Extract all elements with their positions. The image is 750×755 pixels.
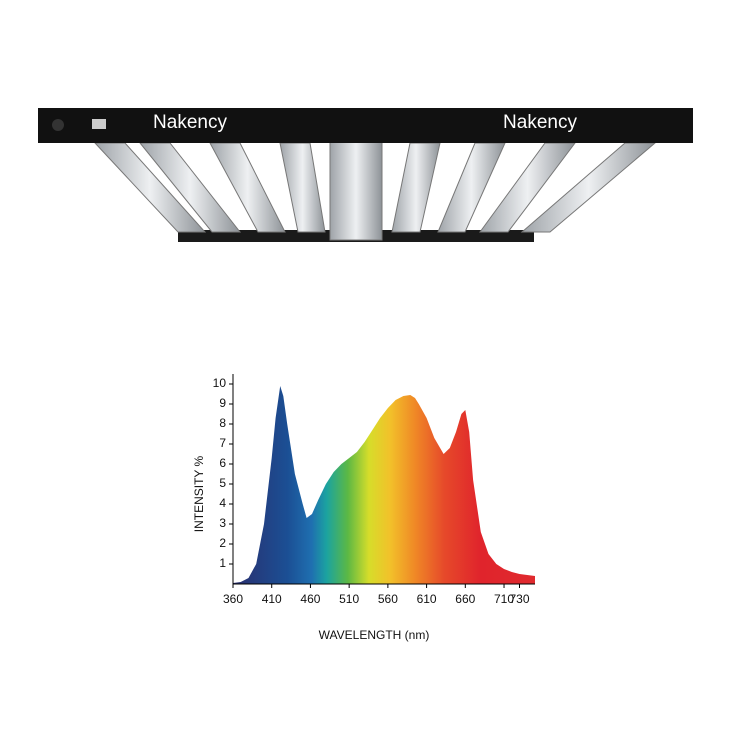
x-tick-label: 560 [378,592,398,606]
y-tick-label: 8 [219,416,226,430]
knob [52,119,64,131]
x-tick-label: 460 [300,592,320,606]
y-tick-label: 7 [219,436,226,450]
x-tick-label: 410 [262,592,282,606]
x-tick-label: 610 [417,592,437,606]
x-tick-label: 660 [455,592,475,606]
y-tick-label: 5 [219,476,226,490]
fixture: Nakency Nakency [38,108,693,242]
x-axis-label: WAVELENGTH (nm) [319,628,430,642]
y-tick-label: 6 [219,456,226,470]
brand-label: Nakency [503,112,577,133]
y-tick-label: 1 [219,556,226,570]
brand-label: Nakency [153,112,227,133]
top-rail [38,108,693,143]
x-tick-label: 510 [339,592,359,606]
x-tick-label: 710 [494,592,514,606]
y-axis-label: INTENSITY % [192,455,206,532]
y-tick-label: 3 [219,516,226,530]
x-tick-label: 360 [223,592,243,606]
y-tick-label: 2 [219,536,226,550]
y-tick-label: 10 [213,376,227,390]
y-tick-label: 4 [219,496,226,510]
port [92,119,106,129]
x-tick-label: 730 [509,592,529,606]
spectrum-area [233,386,535,584]
y-tick-label: 9 [219,396,226,410]
light-bars [93,139,657,241]
